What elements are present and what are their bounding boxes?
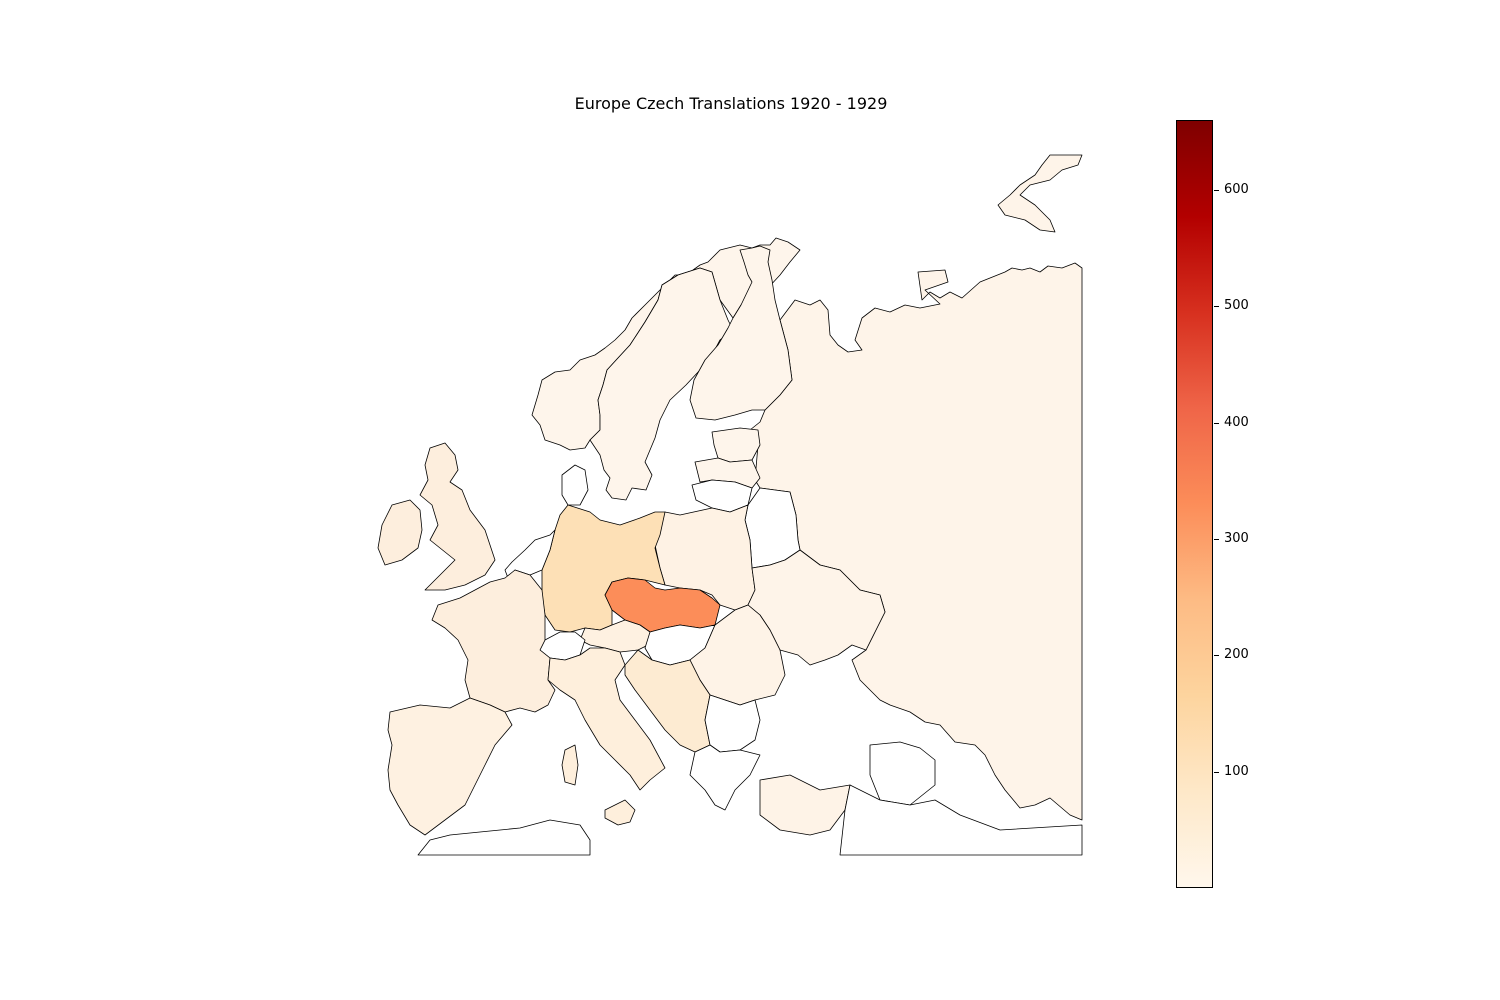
colorbar-tick	[1214, 655, 1219, 657]
region-bulgaria[interactable]	[704, 694, 761, 753]
region-benelux[interactable]	[504, 529, 556, 579]
colorbar-tick	[1214, 306, 1219, 308]
colorbar-tick-label: 400	[1224, 414, 1249, 430]
region-estonia[interactable]	[711, 427, 761, 463]
region-latvia[interactable]	[694, 457, 761, 489]
colorbar-tick-label: 100	[1224, 763, 1249, 779]
region-sicily[interactable]	[604, 799, 636, 826]
region-novaya-zemlya[interactable]	[997, 154, 1083, 233]
region-middle-east[interactable]	[839, 784, 1083, 856]
colorbar-tick-label: 300	[1224, 530, 1249, 546]
colorbar-tick	[1214, 538, 1219, 540]
region-greece[interactable]	[689, 744, 761, 811]
region-sweden[interactable]	[589, 267, 734, 501]
region-turkey[interactable]	[759, 774, 851, 836]
colorbar-tick-label: 600	[1224, 181, 1249, 197]
region-north-africa[interactable]	[417, 819, 591, 856]
colorbar-tick-label: 500	[1224, 298, 1249, 314]
map-title: Europe Czech Translations 1920 - 1929	[574, 94, 888, 113]
region-france[interactable]	[431, 569, 556, 713]
colorbar	[1176, 120, 1213, 888]
colorbar-tick	[1214, 422, 1219, 424]
region-ireland[interactable]	[377, 499, 423, 566]
region-sardinia[interactable]	[561, 744, 579, 786]
region-russia[interactable]	[749, 262, 1083, 821]
region-united-kingdom[interactable]	[419, 442, 496, 591]
region-spain[interactable]	[387, 697, 513, 836]
colorbar-tick-label: 200	[1224, 647, 1249, 663]
colorbar-tick	[1214, 771, 1219, 773]
colorbar-tick	[1214, 189, 1219, 191]
region-italy[interactable]	[547, 647, 666, 791]
region-denmark[interactable]	[561, 464, 589, 506]
region-caucasus[interactable]	[869, 741, 936, 806]
region-finland[interactable]	[689, 245, 793, 421]
